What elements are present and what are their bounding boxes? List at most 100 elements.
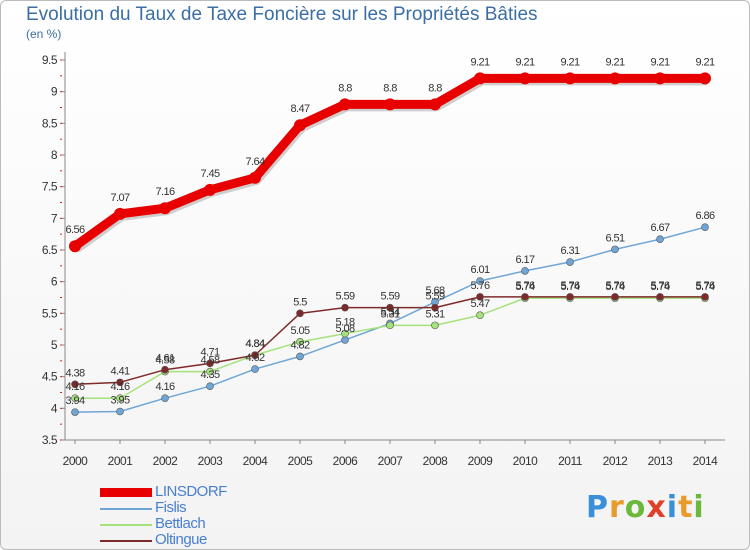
y-tick-label: 9.5 (42, 53, 58, 67)
data-point-linsdorf (159, 202, 171, 215)
y-tick-label: 9 (51, 85, 58, 99)
y-tick-label: 5 (51, 338, 58, 352)
data-label-fislis: 4.82 (290, 339, 309, 351)
data-point-fislis (566, 258, 574, 266)
chart-title: Evolution du Taux de Taxe Foncière sur l… (26, 4, 538, 25)
x-tick-label: 2007 (378, 454, 404, 468)
data-point-fislis (206, 382, 214, 390)
logo-letter: t (678, 490, 694, 525)
legend-swatch-linsdorf (100, 488, 152, 497)
data-label-fislis: 6.17 (515, 254, 534, 266)
data-label-bettlach: 5.47 (470, 298, 489, 310)
data-label-oltingue: 5.76 (470, 280, 489, 292)
data-label-oltingue: 5.5 (293, 296, 307, 308)
y-tick-label: 7.5 (42, 180, 58, 194)
data-label-linsdorf: 9.21 (650, 56, 669, 68)
data-point-oltingue (206, 359, 214, 368)
data-label-bettlach: 5.31 (380, 308, 399, 320)
data-label-fislis: 6.67 (650, 222, 669, 234)
data-label-bettlach: 4.58 (155, 355, 174, 367)
data-label-linsdorf: 7.07 (110, 192, 129, 204)
data-point-bettlach (431, 321, 439, 330)
data-label-bettlach: 5.74 (560, 281, 579, 293)
proxiti-logo: Proxiti (586, 490, 705, 525)
legend-swatch-fislis (100, 508, 152, 510)
data-point-linsdorf (204, 183, 216, 196)
data-label-fislis: 6.51 (605, 232, 624, 244)
data-label-oltingue: 5.76 (560, 280, 579, 292)
data-label-bettlach: 4.84 (245, 338, 264, 350)
data-point-oltingue (521, 293, 529, 301)
y-tick-label: 7 (51, 211, 58, 225)
data-point-fislis (296, 352, 304, 361)
x-tick-label: 2003 (198, 454, 224, 468)
data-label-fislis: 6.01 (470, 264, 489, 276)
data-point-oltingue (386, 303, 394, 312)
data-label-bettlach: 5.74 (650, 281, 669, 293)
legend-label-bettlach: Bettlach (155, 515, 206, 532)
legend-label-linsdorf: LINSDORF (155, 483, 227, 500)
legend-swatch-bettlach (100, 524, 152, 526)
data-label-oltingue: 5.76 (695, 280, 714, 292)
logo-letter: o (624, 490, 647, 525)
data-label-fislis: 6.31 (560, 245, 579, 257)
data-point-fislis (251, 365, 259, 373)
y-tick-label: 8 (51, 148, 58, 162)
data-point-oltingue (341, 303, 349, 312)
data-point-linsdorf (294, 119, 306, 132)
data-label-linsdorf: 9.21 (560, 56, 579, 68)
logo-letter: r (609, 490, 625, 525)
data-label-fislis: 4.62 (245, 352, 264, 364)
data-point-fislis (341, 336, 349, 344)
legend-label-fislis: Fislis (155, 499, 187, 516)
data-label-oltingue: 5.76 (650, 280, 669, 292)
data-point-linsdorf (699, 72, 711, 85)
data-point-bettlach (296, 338, 304, 346)
y-tick-label: 8.5 (42, 116, 58, 130)
y-tick-label: 6 (51, 275, 58, 289)
data-point-oltingue (476, 293, 484, 301)
data-point-fislis (656, 235, 664, 244)
legend-label-oltingue: Oltingue (155, 531, 207, 548)
data-label-linsdorf: 9.21 (470, 56, 489, 68)
data-point-linsdorf (564, 72, 576, 85)
x-tick-label: 2000 (63, 454, 89, 468)
data-point-oltingue (431, 303, 439, 312)
data-point-oltingue (161, 365, 169, 374)
data-label-oltingue: 5.59 (425, 291, 444, 303)
data-label-oltingue: 4.38 (65, 367, 84, 379)
data-point-oltingue (566, 293, 574, 301)
data-point-bettlach (71, 394, 79, 403)
data-point-linsdorf (519, 72, 531, 85)
data-label-oltingue: 5.76 (605, 280, 624, 292)
data-point-fislis (476, 277, 484, 285)
data-label-fislis: 5.08 (335, 323, 354, 335)
data-point-bettlach (341, 329, 349, 338)
y-tick-label: 5.5 (42, 306, 58, 320)
data-label-linsdorf: 9.21 (695, 56, 714, 68)
data-point-linsdorf (654, 72, 666, 85)
data-label-oltingue: 4.61 (155, 353, 174, 365)
data-point-fislis (71, 408, 79, 416)
x-tick-label: 2008 (423, 454, 449, 468)
data-point-linsdorf (429, 98, 441, 111)
data-label-linsdorf: 7.45 (200, 168, 219, 180)
data-point-oltingue (656, 293, 664, 301)
data-point-fislis (116, 407, 124, 416)
x-tick-label: 2012 (603, 454, 629, 468)
x-tick-label: 2005 (288, 454, 314, 468)
data-label-oltingue: 5.59 (335, 291, 354, 303)
data-label-fislis: 3.94 (65, 395, 84, 407)
data-point-linsdorf (609, 72, 621, 85)
data-label-linsdorf: 8.8 (338, 82, 352, 94)
data-label-linsdorf: 9.21 (605, 56, 624, 68)
data-label-linsdorf: 7.16 (155, 186, 174, 198)
x-tick-label: 2001 (108, 454, 134, 468)
data-point-linsdorf (114, 207, 126, 220)
data-label-oltingue: 4.71 (200, 346, 219, 358)
data-label-linsdorf: 7.64 (245, 156, 264, 168)
x-tick-label: 2013 (648, 454, 674, 468)
x-tick-label: 2002 (153, 454, 179, 468)
